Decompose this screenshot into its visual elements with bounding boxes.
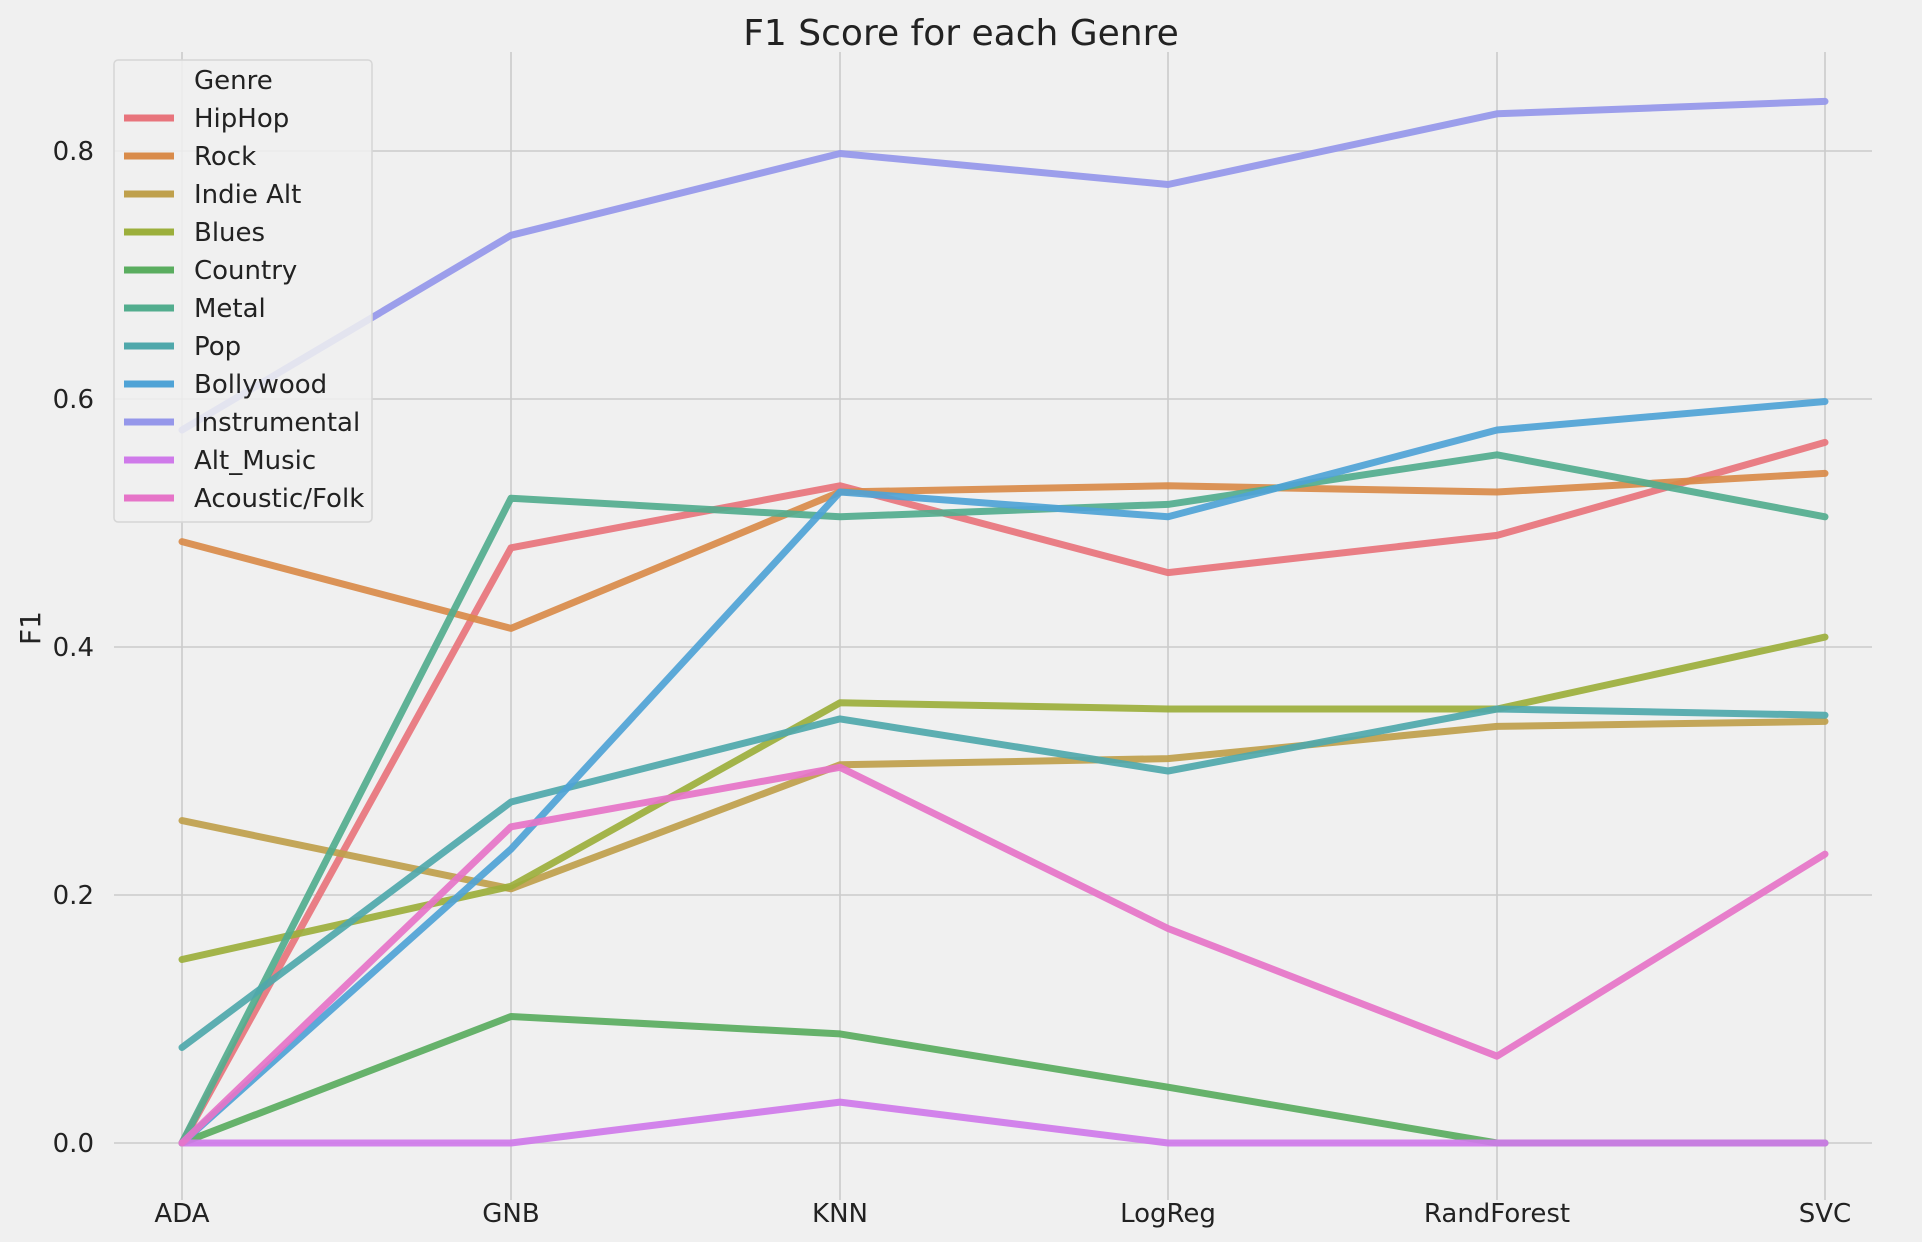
legend-label: Bollywood — [194, 370, 327, 400]
x-tick-label: RandForest — [1424, 1199, 1570, 1229]
legend-item: Alt_Music — [124, 446, 316, 476]
legend-label: Country — [194, 256, 297, 286]
legend-item: Blues — [124, 218, 265, 248]
legend-label: Indie Alt — [194, 180, 301, 210]
x-tick-label: LogReg — [1120, 1199, 1216, 1229]
legend-item: Country — [124, 256, 297, 286]
series-lines — [178, 97, 1829, 1147]
legend-item: Indie Alt — [124, 180, 301, 210]
y-axis-ticks: 0.0 0.2 0.4 0.6 0.8 — [53, 137, 94, 1159]
y-tick-label: 0.2 — [53, 881, 94, 911]
legend-item: Pop — [124, 332, 241, 362]
x-tick-label: ADA — [154, 1199, 209, 1229]
legend-label: Acoustic/Folk — [194, 484, 364, 514]
y-tick-label: 0.6 — [53, 385, 94, 415]
legend-item: Rock — [124, 142, 256, 172]
legend-item: Instrumental — [124, 408, 360, 438]
x-axis-ticks: ADA GNB KNN LogReg RandForest SVC — [154, 1199, 1851, 1229]
legend-label: Metal — [194, 294, 266, 324]
legend-label: Alt_Music — [194, 446, 316, 476]
series-line-blues — [178, 633, 1829, 963]
legend-label: Blues — [194, 218, 265, 248]
series-line-bollywood — [178, 398, 1829, 1147]
x-tick-label: SVC — [1799, 1199, 1851, 1229]
series-line-alt-music — [178, 1098, 1829, 1147]
x-tick-label: GNB — [482, 1199, 539, 1229]
legend-item: Metal — [124, 294, 266, 324]
series-line-acoustic-folk — [178, 763, 1829, 1147]
y-tick-label: 0.4 — [53, 633, 94, 663]
legend-label: Instrumental — [194, 408, 360, 438]
x-tick-label: KNN — [812, 1199, 868, 1229]
legend-label: Rock — [194, 142, 256, 172]
legend: Genre HipHop Rock Indie Alt Blues Country Met… — [113, 59, 373, 523]
legend-label: HipHop — [194, 104, 289, 134]
series-line-rock — [178, 469, 1829, 632]
chart-title: F1 Score for each Genre — [743, 13, 1179, 54]
series-line-metal — [178, 451, 1829, 1147]
grid — [114, 52, 1872, 1200]
legend-item: Bollywood — [124, 370, 327, 400]
legend-title: Genre — [194, 66, 273, 96]
legend-item: HipHop — [124, 104, 289, 134]
legend-label: Pop — [194, 332, 241, 362]
y-tick-label: 0.0 — [53, 1129, 94, 1159]
y-axis-title: F1 — [14, 611, 47, 645]
series-line-hiphop — [178, 438, 1829, 1147]
series-line-pop — [178, 705, 1829, 1051]
legend-item: Acoustic/Folk — [124, 484, 364, 514]
legend-box — [113, 59, 373, 523]
y-tick-label: 0.8 — [53, 137, 94, 167]
series-line-instrumental — [178, 97, 1829, 434]
